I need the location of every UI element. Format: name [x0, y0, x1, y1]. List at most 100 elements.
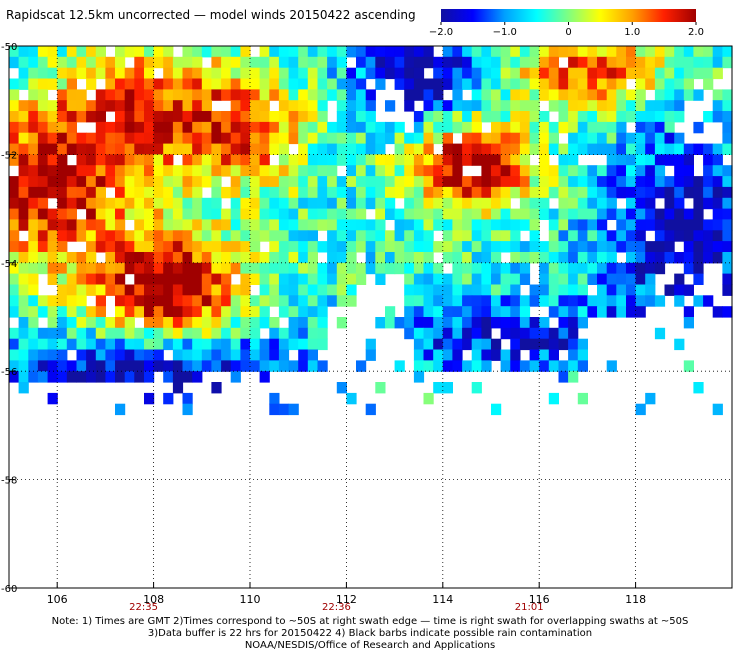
heatmap-cell: [298, 143, 309, 155]
heatmap-cell: [9, 132, 20, 145]
heatmap-cell: [519, 165, 531, 177]
heatmap-cell: [307, 241, 318, 253]
heatmap-cell: [230, 154, 241, 166]
heatmap-cell: [144, 67, 155, 80]
heatmap-cell: [529, 295, 540, 307]
heatmap-cell: [365, 241, 376, 253]
heatmap-cell: [664, 176, 675, 188]
heatmap-cell: [722, 165, 733, 177]
heatmap-cell: [346, 252, 357, 264]
heatmap-cell: [66, 67, 77, 80]
heatmap-cell: [327, 67, 338, 80]
heatmap-cell: [153, 338, 164, 351]
heatmap-cell: [404, 219, 415, 231]
heatmap-cell: [250, 273, 261, 285]
heatmap-cell: [288, 273, 299, 285]
heatmap-cell: [115, 327, 126, 340]
heatmap-cell: [539, 360, 550, 372]
heatmap-cell: [645, 121, 656, 134]
heatmap-cell: [693, 89, 704, 101]
heatmap-cell: [211, 89, 222, 101]
heatmap-cell: [317, 78, 328, 90]
heatmap-cell: [37, 371, 49, 383]
heatmap-cell: [529, 186, 540, 199]
heatmap-cell: [28, 111, 39, 123]
heatmap-cell: [240, 56, 251, 69]
heatmap-cell: [529, 208, 540, 220]
swath-time-label: 22:36: [322, 602, 351, 613]
heatmap-cell: [703, 143, 714, 155]
heatmap-cell: [394, 121, 405, 134]
heatmap-cell: [529, 219, 540, 231]
heatmap-cell: [327, 165, 338, 177]
heatmap-cell: [172, 186, 184, 199]
heatmap-cell: [134, 338, 145, 351]
heatmap-cell: [568, 176, 579, 188]
heatmap-cell: [192, 143, 203, 155]
heatmap-cell: [182, 295, 193, 307]
heatmap-cell: [616, 284, 627, 296]
heatmap-cell: [105, 121, 116, 134]
heatmap-cell: [510, 56, 521, 69]
heatmap-cell: [712, 56, 723, 69]
heatmap-cell: [722, 252, 733, 264]
heatmap-cell: [683, 241, 694, 253]
heatmap-cell: [519, 338, 531, 351]
heatmap-cell: [259, 56, 270, 69]
heatmap-cell: [413, 56, 425, 69]
heatmap-cell: [221, 230, 232, 242]
heatmap-cell: [230, 219, 241, 231]
heatmap-cell: [606, 186, 617, 199]
heatmap-cell: [221, 154, 232, 166]
heatmap-cell: [674, 78, 685, 90]
heatmap-cell: [124, 360, 135, 372]
heatmap-cell: [76, 262, 87, 275]
heatmap-cell: [375, 382, 386, 394]
heatmap-cell: [519, 262, 531, 275]
heatmap-cell: [327, 132, 338, 145]
heatmap-cell: [9, 100, 20, 112]
heatmap-cell: [240, 349, 251, 361]
heatmap-cell: [606, 56, 617, 69]
heatmap-cell: [105, 241, 116, 253]
heatmap-cell: [134, 273, 145, 285]
heatmap-cell: [471, 273, 482, 285]
heatmap-cell: [635, 143, 646, 155]
heatmap-cell: [683, 154, 694, 166]
heatmap-cell: [182, 392, 193, 405]
heatmap-cell: [365, 176, 376, 188]
heatmap-cell: [28, 56, 39, 69]
heatmap-cell: [683, 306, 694, 318]
heatmap-cell: [423, 100, 434, 112]
heatmap-cell: [375, 132, 386, 145]
heatmap-cell: [9, 230, 20, 242]
heatmap-cell: [37, 208, 49, 220]
heatmap-cell: [462, 306, 473, 318]
heatmap-cell: [47, 262, 58, 275]
heatmap-cell: [134, 111, 145, 123]
heatmap-cell: [9, 360, 20, 372]
heatmap-cell: [375, 252, 386, 264]
heatmap-cell: [548, 46, 559, 58]
heatmap-cell: [201, 176, 212, 188]
heatmap-cell: [37, 252, 49, 264]
heatmap-cell: [278, 349, 290, 361]
heatmap-cell: [124, 165, 135, 177]
heatmap-cell: [471, 295, 482, 307]
heatmap-cell: [577, 208, 588, 220]
heatmap-cell: [519, 154, 531, 166]
heatmap-cell: [211, 121, 222, 134]
heatmap-cell: [683, 56, 694, 69]
heatmap-cell: [539, 327, 550, 340]
heatmap-cell: [336, 230, 347, 242]
heatmap-cell: [722, 230, 733, 242]
heatmap-cell: [452, 143, 463, 155]
heatmap-cell: [115, 252, 126, 264]
heatmap-cell: [230, 327, 241, 340]
heatmap-cell: [192, 349, 203, 361]
heatmap-cell: [539, 132, 550, 145]
heatmap-cell: [654, 111, 666, 123]
heatmap-cell: [423, 273, 434, 285]
heatmap-cell: [548, 78, 559, 90]
heatmap-cell: [568, 165, 579, 177]
